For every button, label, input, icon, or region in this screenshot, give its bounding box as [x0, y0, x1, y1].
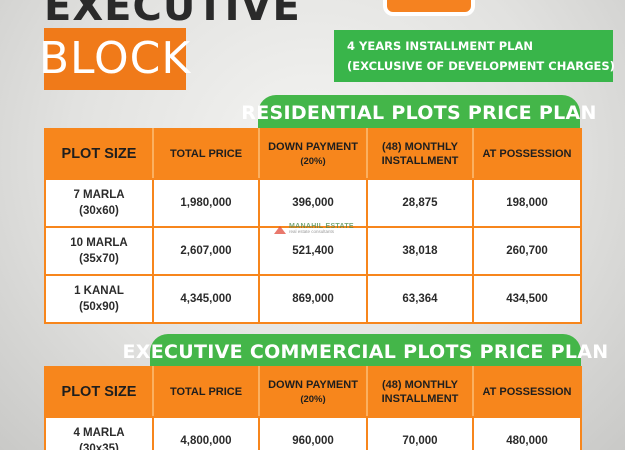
- col-monthly-installment: (48) MONTHLY INSTALLMENT: [366, 366, 474, 418]
- col-monthly-line-2: INSTALLMENT: [381, 393, 459, 405]
- col-down-payment-label: DOWN PAYMENT: [268, 378, 358, 391]
- house-logo-icon: [274, 223, 286, 235]
- commercial-title: EXECUTIVE COMMERCIAL PLOTS PRICE PLAN: [122, 341, 609, 363]
- total-price-cell: 1,980,000: [152, 178, 260, 228]
- commercial-title-banner: EXECUTIVE COMMERCIAL PLOTS PRICE PLAN: [123, 334, 608, 370]
- plot-size-name: 7 MARLA: [73, 189, 125, 201]
- col-total-price: TOTAL PRICE: [152, 128, 260, 180]
- plan-line-1: 4 YEARS INSTALLMENT PLAN: [347, 39, 533, 53]
- table-header-row: PLOT SIZE TOTAL PRICE DOWN PAYMENT (20%)…: [44, 366, 582, 418]
- plot-size-dims: (50x90): [79, 301, 119, 313]
- plot-size-cell: 7 MARLA (30x60): [44, 178, 154, 228]
- col-down-payment: DOWN PAYMENT (20%): [258, 366, 368, 418]
- table-row: 10 MARLA (35x70) 2,607,000 521,400 38,01…: [44, 226, 582, 276]
- col-monthly-line-1: (48) MONTHLY: [382, 141, 458, 153]
- headline-block: BLOCK: [38, 33, 192, 84]
- col-down-payment-pct: (20%): [300, 155, 326, 167]
- table-row: 7 MARLA (30x60) 1,980,000 396,000 28,875…: [44, 178, 582, 228]
- estate-watermark: MANAHIL ESTATE real estate consultants: [274, 219, 374, 239]
- plot-size-cell: 1 KANAL (50x90): [44, 274, 154, 324]
- residential-price-table: PLOT SIZE TOTAL PRICE DOWN PAYMENT (20%)…: [44, 128, 582, 324]
- plot-size-cell: 4 MARLA (30x35): [44, 416, 154, 450]
- down-payment-cell: 869,000: [258, 274, 368, 324]
- plot-size-name: 10 MARLA: [70, 237, 128, 249]
- down-payment-cell: 521,400: [258, 226, 368, 276]
- monthly-installment-cell: 63,364: [366, 274, 474, 324]
- plot-size-dims: (35x70): [79, 253, 119, 265]
- table-row: 1 KANAL (50x90) 4,345,000 869,000 63,364…: [44, 274, 582, 324]
- col-plot-size: PLOT SIZE: [44, 128, 154, 180]
- watermark-name: MANAHIL ESTATE: [289, 223, 354, 231]
- col-at-possession: AT POSSESSION: [472, 128, 582, 180]
- brand-logo-icon: [383, 0, 475, 16]
- plan-line-2: (EXCLUSIVE OF DEVELOPMENT CHARGES): [347, 59, 615, 73]
- plot-size-cell: 10 MARLA (35x70): [44, 226, 154, 276]
- monthly-installment-cell: 38,018: [366, 226, 474, 276]
- at-possession-cell: 480,000: [472, 416, 582, 450]
- total-price-cell: 4,345,000: [152, 274, 260, 324]
- monthly-installment-cell: 28,875: [366, 178, 474, 228]
- monthly-installment-cell: 70,000: [366, 416, 474, 450]
- col-down-payment-pct: (20%): [300, 393, 326, 405]
- residential-title: RESIDENTIAL PLOTS PRICE PLAN: [241, 102, 597, 124]
- col-at-possession: AT POSSESSION: [472, 366, 582, 418]
- col-monthly-line-2: INSTALLMENT: [381, 155, 459, 167]
- down-payment-cell: 960,000: [258, 416, 368, 450]
- total-price-cell: 4,800,000: [152, 416, 260, 450]
- col-monthly-installment: (48) MONTHLY INSTALLMENT: [366, 128, 474, 180]
- col-down-payment: DOWN PAYMENT (20%): [258, 128, 368, 180]
- headline-executive: EXECUTIVE: [44, 0, 301, 30]
- installment-plan-box: 4 YEARS INSTALLMENT PLAN (EXCLUSIVE OF D…: [334, 30, 615, 82]
- plot-size-name: 1 KANAL: [74, 285, 124, 297]
- table-row: 4 MARLA (30x35) 4,800,000 960,000 70,000…: [44, 416, 582, 450]
- total-price-cell: 2,607,000: [152, 226, 260, 276]
- col-down-payment-label: DOWN PAYMENT: [268, 140, 358, 153]
- watermark-subtitle: real estate consultants: [289, 229, 335, 235]
- residential-title-banner: RESIDENTIAL PLOTS PRICE PLAN: [241, 95, 596, 131]
- col-monthly-line-1: (48) MONTHLY: [382, 379, 458, 391]
- commercial-price-table: PLOT SIZE TOTAL PRICE DOWN PAYMENT (20%)…: [44, 366, 582, 450]
- plot-size-name: 4 MARLA: [73, 427, 125, 439]
- table-header-row: PLOT SIZE TOTAL PRICE DOWN PAYMENT (20%)…: [44, 128, 582, 180]
- headline-block-badge: BLOCK: [39, 28, 190, 90]
- down-payment-cell: 396,000: [258, 178, 368, 228]
- col-plot-size: PLOT SIZE: [44, 366, 154, 418]
- at-possession-cell: 260,700: [472, 226, 582, 276]
- plot-size-dims: (30x60): [79, 205, 119, 217]
- at-possession-cell: 434,500: [472, 274, 582, 324]
- col-total-price: TOTAL PRICE: [152, 366, 260, 418]
- at-possession-cell: 198,000: [472, 178, 582, 228]
- plot-size-dims: (30x35): [79, 443, 119, 450]
